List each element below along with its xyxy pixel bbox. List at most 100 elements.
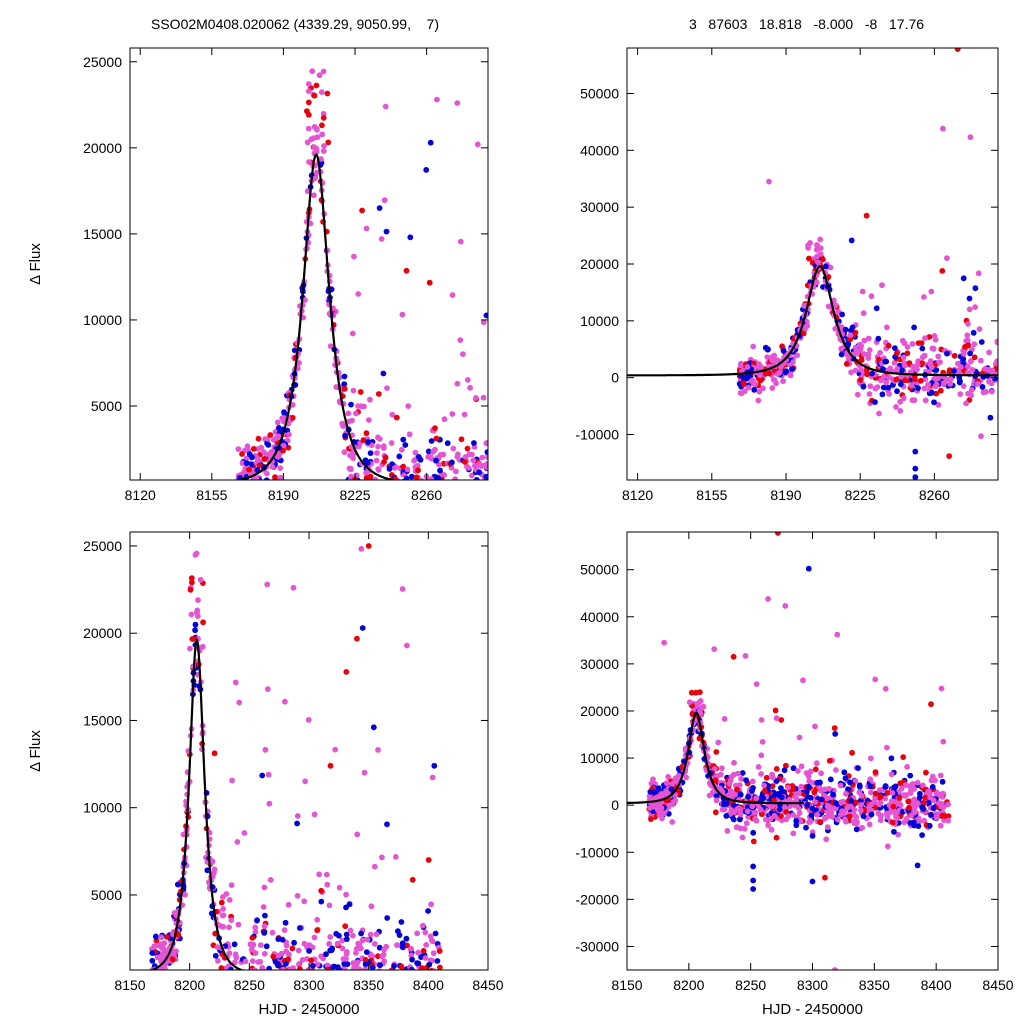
data-point (226, 897, 233, 903)
data-point (905, 798, 912, 805)
x-tick-label: 8300 (293, 977, 324, 993)
data-point (311, 144, 318, 151)
data-point (939, 778, 946, 785)
data-point (744, 804, 751, 811)
data-point (408, 966, 415, 970)
data-point (901, 819, 908, 826)
data-point (661, 639, 667, 646)
data-point (262, 746, 269, 753)
data-point (755, 764, 762, 770)
data-point (349, 417, 355, 424)
data-point (668, 786, 675, 793)
data-point (277, 465, 284, 471)
data-point (376, 944, 383, 951)
data-point (311, 192, 317, 199)
data-point (758, 811, 765, 817)
data-point (765, 596, 771, 602)
data-point (773, 380, 779, 387)
data-point (250, 446, 257, 452)
data-point (283, 960, 289, 967)
data-point (891, 360, 898, 366)
data-point (252, 924, 259, 931)
data-point (388, 440, 395, 446)
data-point (883, 379, 890, 386)
data-point (872, 399, 878, 405)
data-point (289, 414, 296, 421)
data-point (860, 813, 867, 820)
data-point (963, 338, 970, 344)
data-point (249, 461, 255, 468)
data-point (425, 857, 432, 863)
data-point (922, 335, 928, 341)
data-point (391, 465, 398, 471)
data-point (753, 817, 760, 824)
data-point (343, 669, 350, 675)
data-point (914, 801, 921, 808)
data-point (880, 373, 887, 380)
model-curve (627, 711, 804, 805)
data-point (164, 934, 170, 940)
data-point (726, 781, 733, 787)
x-tick-label: 8190 (268, 487, 299, 503)
data-point (794, 352, 801, 359)
data-point (994, 358, 998, 365)
data-point (449, 292, 456, 298)
data-point (434, 96, 440, 103)
data-point (967, 350, 973, 357)
data-point (697, 689, 703, 696)
data-point (214, 944, 221, 951)
data-point (910, 363, 916, 370)
data-point (896, 795, 903, 801)
data-point (469, 451, 475, 458)
data-point (400, 463, 407, 470)
data-point (775, 532, 781, 536)
chart-panel-2: 8120 8155 8190 8225 8260 -10000 0 10000 20000 300… (575, 16, 999, 503)
data-point (945, 817, 952, 824)
data-point (900, 754, 907, 760)
data-point (821, 815, 828, 822)
x-tick-label: 8260 (919, 487, 950, 503)
data-point (759, 793, 765, 800)
data-point (843, 361, 850, 367)
data-point (914, 779, 921, 786)
data-point (826, 785, 832, 792)
data-point (700, 703, 707, 710)
data-point (749, 803, 756, 810)
data-point (275, 952, 282, 959)
data-point (318, 156, 324, 162)
data-point (876, 410, 882, 417)
data-point (355, 291, 362, 297)
data-point (420, 948, 427, 954)
data-point (812, 723, 818, 730)
data-point (824, 824, 831, 831)
data-point (152, 933, 159, 940)
data-point (327, 762, 334, 769)
data-point (235, 446, 242, 452)
data-point (341, 373, 348, 380)
data-point (921, 352, 928, 359)
data-point (399, 586, 406, 592)
data-point (261, 930, 268, 936)
data-point (904, 350, 911, 357)
data-point (252, 950, 259, 956)
data-point (402, 442, 409, 448)
data-point (717, 771, 724, 778)
data-point (832, 731, 839, 737)
data-point (362, 966, 369, 970)
data-point (957, 391, 964, 397)
data-point (457, 238, 464, 245)
data-point (308, 136, 315, 143)
data-point (187, 645, 193, 652)
data-point (940, 738, 947, 745)
data-point (868, 293, 875, 300)
data-point (314, 916, 321, 923)
data-point (772, 707, 779, 714)
data-point (261, 456, 268, 462)
model-curve (148, 637, 245, 970)
data-point (771, 797, 777, 804)
data-point (805, 783, 812, 790)
data-point (384, 915, 391, 921)
data-point (713, 797, 720, 804)
data-point (474, 141, 481, 148)
data-point (219, 894, 226, 900)
